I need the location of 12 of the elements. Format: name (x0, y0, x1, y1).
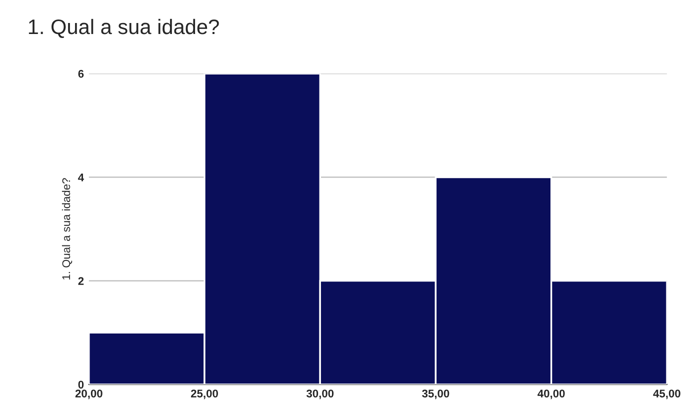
y-tick-label: 2 (78, 277, 84, 285)
x-tick-label: 20,00 (75, 390, 102, 400)
y-axis-title: 1. Qual a sua idade? (62, 178, 72, 280)
x-tick-label: 35,00 (422, 390, 450, 400)
x-tick-label: 45,00 (653, 390, 680, 400)
y-tick-label: 6 (78, 70, 84, 78)
y-tick-label: 0 (78, 380, 84, 389)
chart-title: 1. Qual a sua idade? (28, 18, 219, 38)
x-tick-label: 30,00 (306, 390, 334, 400)
y-tick-label: 4 (78, 174, 84, 182)
x-tick-label: 25,00 (191, 390, 218, 400)
x-tick-label: 40,00 (538, 390, 565, 400)
